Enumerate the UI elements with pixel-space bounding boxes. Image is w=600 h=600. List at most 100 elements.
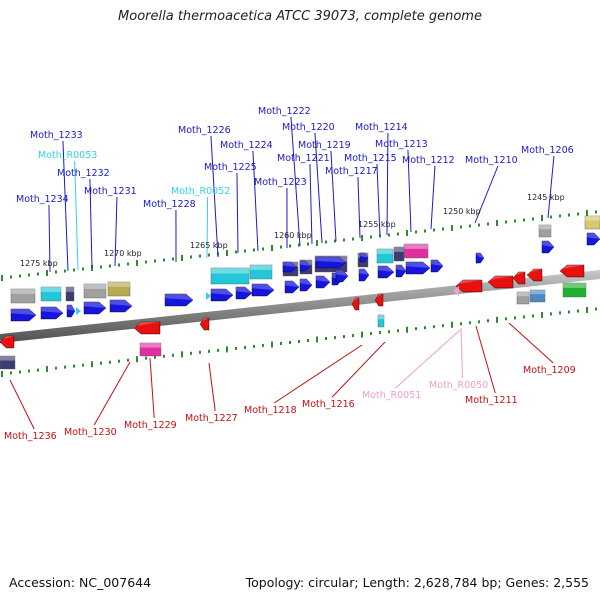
gene-label-moth-r0051: Moth_R0051 (362, 390, 421, 401)
inner-scale-tick (100, 361, 102, 365)
inner-scale-tick (244, 345, 246, 349)
outer-scale-tick (244, 249, 246, 253)
inner-scale-tick (154, 355, 156, 359)
forward-gene-arrow (83, 301, 107, 315)
reverse-gene-arrow (487, 275, 514, 289)
inner-scale-tick (442, 324, 444, 328)
inner-scale-tick (424, 326, 426, 330)
cog-box (393, 246, 405, 262)
outer-scale-tick (586, 210, 588, 216)
inner-scale-tick (460, 322, 462, 326)
outer-scale-tick (235, 250, 237, 254)
inner-scale-tick (298, 340, 300, 343)
cog-box (562, 282, 587, 298)
inner-scale-tick (559, 311, 561, 315)
outer-scale-tick (181, 255, 183, 261)
outer-scale-tick (28, 273, 30, 277)
inner-scale-tick (406, 326, 408, 333)
gene-label-moth-1223: Moth_1223 (254, 177, 307, 188)
inner-scale-tick (64, 365, 66, 369)
inner-scale-tick (379, 331, 381, 335)
outer-scale-tick (469, 224, 471, 228)
inner-scale-tick (217, 348, 219, 352)
gene-label-moth-1220: Moth_1220 (282, 122, 335, 133)
outer-scale-tick (451, 225, 453, 231)
outer-scale-tick (163, 258, 165, 262)
forward-gene-arrow (335, 269, 349, 283)
cog-box (377, 314, 385, 328)
reverse-gene-arrow (374, 293, 384, 307)
outer-scale-tick (64, 269, 66, 273)
cog-box (0, 355, 16, 370)
inner-scale-tick (496, 316, 498, 323)
inner-scale-tick (82, 363, 84, 367)
gene-label-moth-1234: Moth_1234 (16, 194, 69, 205)
forward-gene-arrow (10, 308, 37, 322)
scale-label-1270-kbp: 1270 kbp (104, 249, 142, 258)
leader-line-moth-r0051 (395, 329, 461, 389)
inner-scale-tick (10, 371, 12, 375)
outer-scale-tick (523, 218, 525, 222)
cog-box (65, 286, 75, 302)
outer-scale-tick (424, 229, 426, 233)
outer-scale-tick (1, 275, 3, 281)
outer-scale-tick (406, 230, 408, 236)
outer-scale-tick (532, 217, 534, 221)
outer-scale-tick (37, 272, 39, 276)
inner-scale-tick (163, 354, 165, 358)
outer-scale-tick (172, 257, 174, 261)
scale-label-1275-kbp: 1275 kbp (20, 259, 58, 268)
leader-line-moth-r0050 (460, 327, 464, 379)
forward-gene-arrow (282, 261, 298, 273)
gene-label-moth-1212: Moth_1212 (402, 155, 455, 166)
outer-scale-tick (316, 240, 318, 246)
leader-line-moth-1224 (252, 150, 259, 252)
outer-scale-tick (208, 253, 210, 257)
inner-scale-tick (208, 349, 210, 353)
inner-scale-tick (262, 343, 264, 347)
scale-label-1260-kbp: 1260 kbp (274, 231, 312, 240)
gene-label-moth-r0050: Moth_R0050 (429, 380, 488, 391)
outer-scale-tick (505, 220, 507, 224)
cog-box (210, 267, 250, 285)
leader-line-moth-1226 (210, 135, 219, 258)
outer-scale-tick (415, 230, 417, 234)
outer-scale-tick (334, 239, 336, 243)
forward-gene-arrow (541, 240, 555, 254)
inner-scale-tick (388, 330, 390, 334)
leader-line-moth-1227 (208, 362, 216, 412)
inner-scale-tick (316, 336, 318, 343)
forward-gene-arrow (315, 275, 331, 289)
inner-scale-tick (586, 307, 588, 313)
forward-gene-arrow (359, 252, 369, 263)
forward-gene-arrow (235, 286, 253, 300)
outer-scale-tick (127, 262, 129, 266)
inner-scale-tick (235, 346, 237, 350)
gene-label-moth-1210: Moth_1210 (465, 155, 518, 166)
leader-line-moth-1236 (9, 379, 35, 430)
outer-scale-tick (514, 219, 516, 223)
gene-label-moth-1221: Moth_1221 (277, 153, 330, 164)
gene-label-moth-1233: Moth_1233 (30, 130, 83, 141)
leader-line-moth-1219 (330, 150, 337, 242)
outer-scale-tick (550, 215, 552, 219)
leader-line-moth-1216 (331, 341, 386, 398)
outer-scale-tick (73, 268, 75, 272)
cog-box (529, 289, 546, 303)
inner-scale-tick (523, 315, 525, 319)
cog-box (107, 281, 131, 297)
leader-line-moth-r0053 (74, 160, 79, 271)
forward-gene-arrow (40, 306, 64, 320)
gene-label-moth-1232: Moth_1232 (57, 168, 110, 179)
outer-scale-tick (109, 264, 111, 268)
forward-gene-arrow (395, 264, 407, 278)
gene-label-moth-1211: Moth_1211 (465, 395, 518, 406)
outer-scale-tick (145, 260, 147, 264)
reverse-gene-arrow (351, 297, 360, 311)
leader-line-moth-1234 (48, 204, 51, 273)
reverse-gene-arrow (559, 264, 585, 278)
gene-label-moth-1219: Moth_1219 (298, 140, 351, 151)
outer-scale-tick (46, 270, 48, 276)
outer-scale-tick (226, 250, 228, 256)
